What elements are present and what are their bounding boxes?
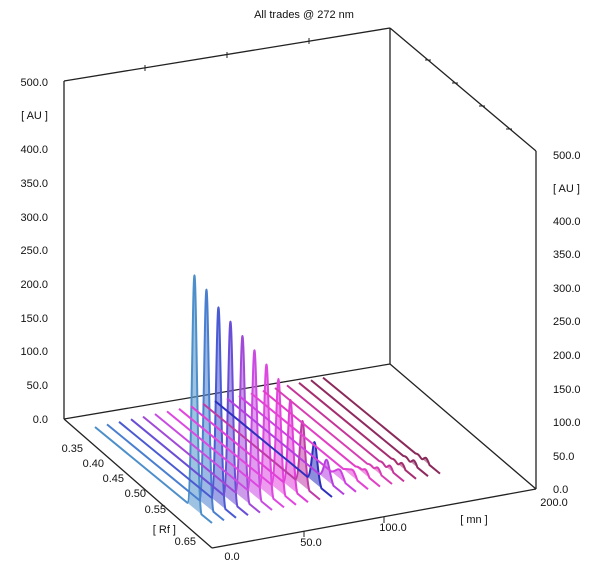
right-tick-label: 150.0 [553, 384, 581, 396]
left-axis-unit-label: [ AU ] [21, 110, 48, 122]
rf-tick-label: 0.35 [62, 443, 83, 455]
time-axis: [ mn ] 0.0 50.0 100.0 200.0 [224, 497, 567, 563]
rf-tick-label: 0.65 [175, 536, 196, 548]
peak-ridge [130, 320, 249, 516]
chart-frame [63, 27, 537, 549]
right-tick-label: 50.0 [553, 451, 574, 463]
left-tick-label: 0.0 [33, 414, 48, 426]
peak-ridge [238, 395, 357, 493]
peak-ridge [106, 288, 225, 522]
peak-ridge [274, 387, 393, 485]
left-tick-label: 500.0 [20, 77, 48, 89]
left-tick-label: 150.0 [20, 313, 48, 325]
left-tick-label: 100.0 [20, 346, 48, 358]
peak-ridge [178, 377, 297, 506]
time-tick-label: 200.0 [540, 497, 568, 509]
rf-tick-label: 0.40 [83, 458, 104, 470]
peak-ridge [250, 392, 369, 490]
left-tick-label: 250.0 [20, 245, 48, 257]
chart-title: All trades @ 272 nm [254, 9, 354, 21]
time-axis-label: [ mn ] [460, 514, 488, 526]
rf-tick-label: 0.45 [103, 473, 124, 485]
time-tick-label: 50.0 [300, 537, 321, 549]
peaks-group [94, 274, 441, 524]
right-tick-label: 400.0 [553, 216, 581, 228]
peak-ridge [310, 379, 429, 477]
right-axis-unit-label: [ AU ] [553, 183, 580, 195]
peak-ridge [298, 382, 417, 480]
peak-ridge [322, 376, 441, 475]
right-tick-label: 300.0 [553, 283, 581, 295]
right-tick-label: 350.0 [553, 249, 581, 261]
right-tick-label: 250.0 [553, 316, 581, 328]
right-axis: [ AU ] 0.0 50.0 100.0 150.0 200.0 250.0 300.0 3… [553, 150, 581, 496]
left-tick-label: 350.0 [20, 178, 48, 190]
peak-ridge [142, 334, 261, 514]
rf-tick-label: 0.55 [145, 504, 166, 516]
edge-ticks [144, 38, 512, 130]
peak-ridge [94, 274, 213, 524]
rf-axis: [ Rf ] 0.350.40 0.450.50 0.55 0.65 [62, 443, 196, 548]
rf-axis-label: [ Rf ] [153, 524, 176, 536]
peak-ridge [214, 400, 333, 498]
left-tick-label: 200.0 [20, 279, 48, 291]
right-tick-label: 0.0 [553, 484, 568, 496]
left-tick-label: 300.0 [20, 212, 48, 224]
peak-ridge [226, 397, 345, 496]
left-tick-label: 400.0 [20, 144, 48, 156]
right-tick-label: 500.0 [553, 150, 581, 162]
peak-ridge [118, 306, 237, 519]
peak-ridge [262, 389, 381, 488]
peak-ridge [286, 384, 405, 483]
time-tick-label: 0.0 [224, 551, 239, 563]
rf-tick-label: 0.50 [125, 488, 146, 500]
right-tick-label: 100.0 [553, 417, 581, 429]
right-tick-label: 200.0 [553, 350, 581, 362]
time-tick-label: 100.0 [379, 522, 407, 534]
left-tick-label: 50.0 [27, 380, 48, 392]
left-axis: [ AU ] 0.0 50.0 100.0 150.0 200.0 250.0 300.0 3… [20, 77, 48, 426]
